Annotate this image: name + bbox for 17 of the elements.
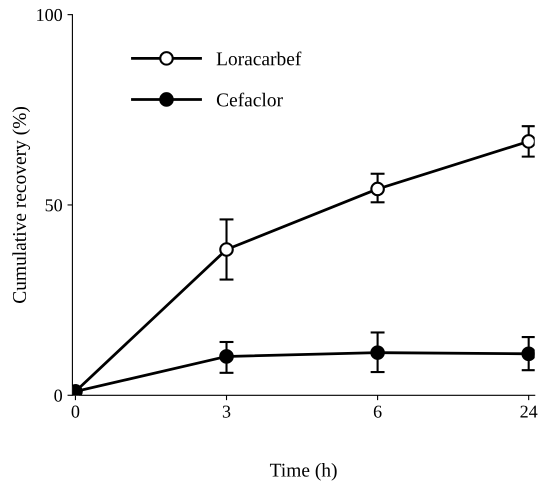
y-tick-label: 50: [46, 199, 62, 212]
legend-label: Cefaclor: [216, 92, 283, 106]
y-tick-label: 100: [37, 8, 62, 22]
x-tick-label: 3: [222, 406, 230, 418]
y-tick-label: 0: [54, 390, 62, 402]
x-tick-label: 0: [72, 406, 80, 418]
point: [370, 182, 385, 196]
point: [521, 134, 535, 149]
x-tick-label: 6: [374, 406, 382, 418]
point: [521, 346, 535, 362]
x-tick-label: 24: [520, 406, 538, 418]
y-axis-title: Cumulative recovery (%): [12, 107, 30, 303]
point: [370, 345, 385, 360]
point: [219, 242, 234, 257]
x-axis-title: Time (h): [270, 463, 337, 481]
legend-label: Loracarbef: [216, 52, 302, 66]
point: [219, 349, 234, 364]
